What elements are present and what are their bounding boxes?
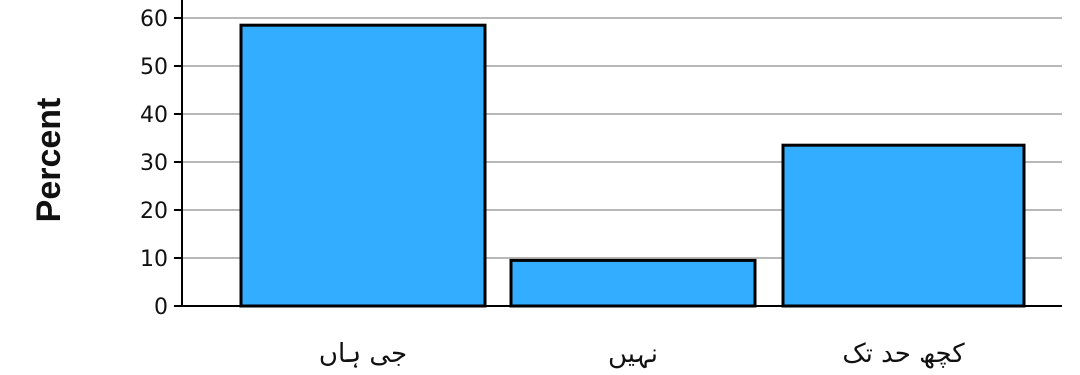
y-tick-label: 0 xyxy=(154,295,168,320)
y-tick-label: 50 xyxy=(140,55,168,80)
bar-1 xyxy=(239,23,487,308)
y-tick-label: 40 xyxy=(140,103,168,128)
y-tick-label: 20 xyxy=(140,199,168,224)
x-category-label: جی ہاں xyxy=(319,339,407,369)
y-tick-label: 60 xyxy=(140,7,168,32)
y-axis-label: Percent xyxy=(30,98,68,223)
y-tick-labels: 0 10 20 30 40 50 60 xyxy=(140,7,168,320)
bar-2 xyxy=(509,258,757,308)
y-tick-label: 10 xyxy=(140,247,168,272)
bar-3 xyxy=(781,143,1026,308)
x-category-label: کچھ حد تک xyxy=(842,339,965,369)
axes xyxy=(174,0,1062,307)
x-category-labels: جی ہاں نہیں کچھ حد تک xyxy=(319,339,965,369)
y-tick-label: 30 xyxy=(140,151,168,176)
x-category-label: نہیں xyxy=(608,339,658,369)
bars xyxy=(239,23,1026,308)
